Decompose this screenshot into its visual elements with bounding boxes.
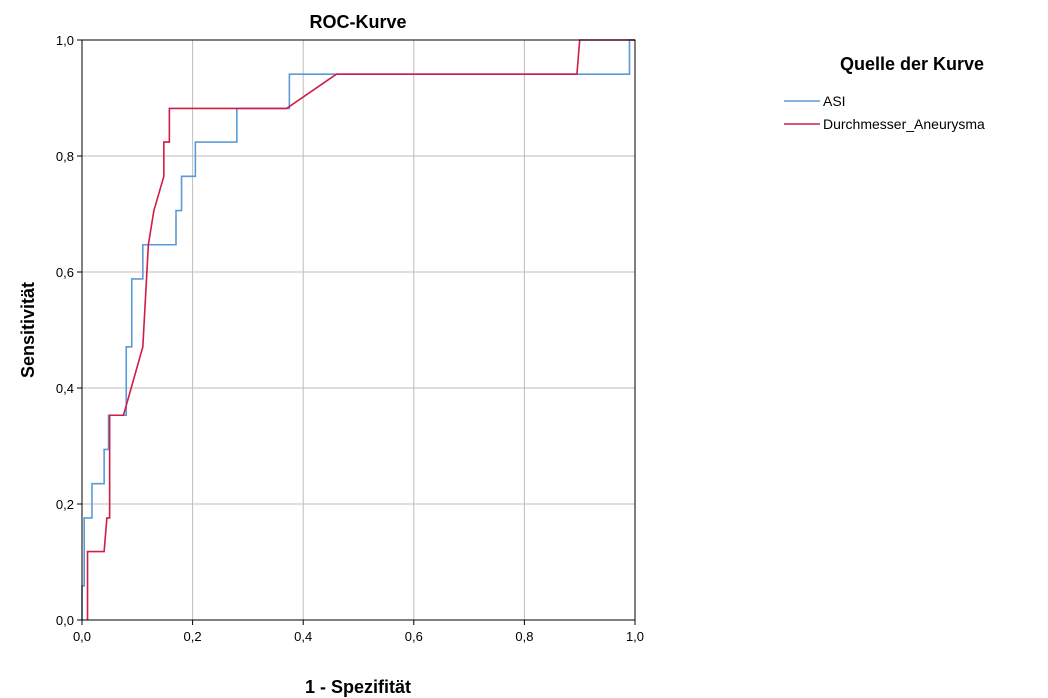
x-tick-label: 0,8: [515, 629, 533, 644]
axis-ticks: 0,00,0 0,2 0,2 0,4 0,4 0,6 0,6 0,8 0,8 1,0 1,0: [56, 33, 644, 644]
x-tick-label: 0,2: [184, 629, 202, 644]
x-tick-label: 0,6: [405, 629, 423, 644]
y-tick-label: 0,8: [56, 149, 74, 164]
series-layer: [81, 39, 635, 620]
chart-title: ROC-Kurve: [309, 12, 406, 32]
x-tick-label: 1,0: [626, 629, 644, 644]
series-line-durchmesser-aneurysma: [86, 39, 635, 620]
grid: [82, 40, 635, 620]
x-tick-label: 0,4: [294, 629, 312, 644]
legend-label: ASI: [823, 93, 846, 109]
series-line-asi: [81, 39, 635, 620]
legend-label: Durchmesser_Aneurysma: [823, 116, 985, 132]
legend-items: ASI Durchmesser_Aneurysma: [784, 93, 985, 132]
y-axis-label: Sensitivität: [18, 282, 38, 378]
y-tick-label: 0,6: [56, 265, 74, 280]
y-tick-label: 0,0: [56, 613, 74, 628]
x-axis-label: 1 - Spezifität: [305, 677, 411, 697]
plot-frame: [81, 39, 636, 621]
y-tick-label: 0,4: [56, 381, 74, 396]
legend: Quelle der Kurve ASI Durchmesser_Aneurysm…: [784, 54, 985, 132]
y-tick-label: 1,0: [56, 33, 74, 48]
x-tick-label: 0,0: [73, 629, 91, 644]
legend-title: Quelle der Kurve: [840, 54, 984, 74]
y-tick-label: 0,2: [56, 497, 74, 512]
